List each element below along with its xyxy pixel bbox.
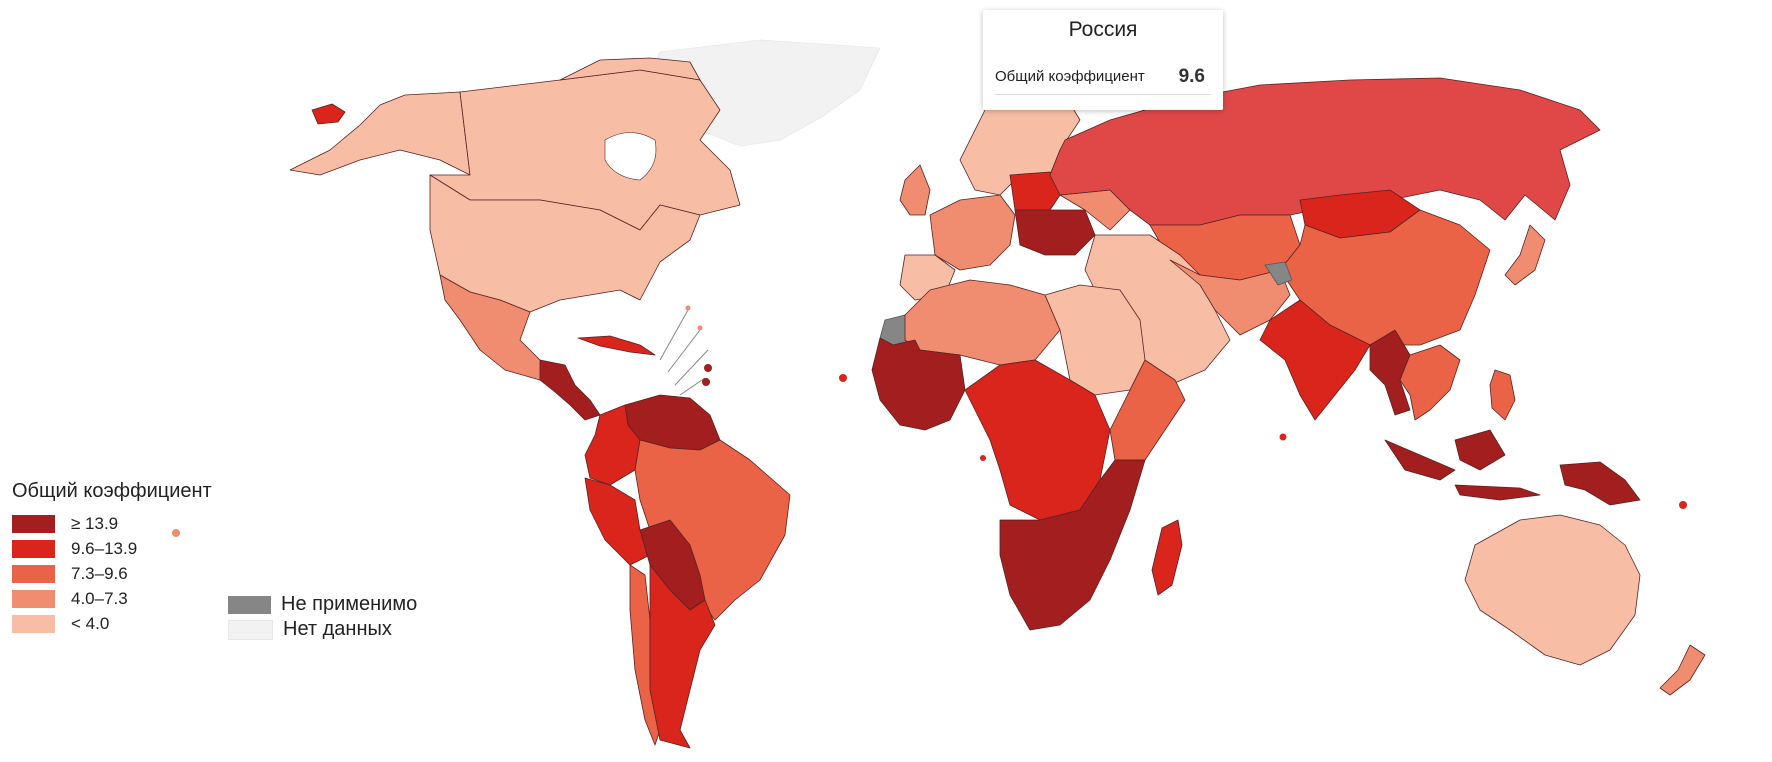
legend-swatch [228, 595, 271, 614]
legend-label: Нет данных [283, 618, 392, 640]
island-marker[interactable] [697, 325, 703, 331]
region-central-america[interactable] [539, 359, 601, 421]
caribbean-callouts [659, 305, 712, 396]
legend-item[interactable]: 4.0–7.3 [12, 586, 212, 611]
legend-swatch [12, 589, 55, 608]
region-western-europe[interactable] [929, 194, 1016, 271]
legend-swatch [12, 614, 55, 633]
legend-label: 7.3–9.6 [71, 563, 128, 583]
small-islands [172, 374, 1687, 537]
island-marker[interactable] [1279, 433, 1287, 441]
tooltip-divider [995, 94, 1211, 95]
island-marker[interactable] [704, 364, 712, 372]
legend-item[interactable]: ≥ 13.9 [12, 511, 212, 536]
region-west-africa[interactable] [871, 337, 966, 431]
region-alaska[interactable] [289, 91, 471, 176]
region-indochina[interactable] [1399, 344, 1461, 421]
color-legend: Общий коэффициент ≥ 13.9 9.6–13.9 7.3–9.… [12, 480, 212, 636]
region-australia[interactable] [1464, 514, 1641, 666]
legend-title: Общий коэффициент [12, 480, 212, 502]
island-marker[interactable] [685, 305, 691, 311]
tooltip-country-name: Россия [1068, 18, 1138, 41]
legend-swatch [12, 539, 55, 558]
region-japan[interactable] [1504, 224, 1546, 286]
region-cuba[interactable] [577, 335, 656, 356]
legend-item[interactable]: Не применимо [228, 592, 417, 617]
island-marker[interactable] [172, 529, 180, 537]
region-indonesia[interactable] [1384, 429, 1541, 501]
region-southern-africa[interactable] [999, 459, 1146, 631]
legend-item[interactable]: < 4.0 [12, 611, 212, 636]
region-iran-afghanistan[interactable] [1169, 259, 1291, 336]
region-poland[interactable] [1009, 171, 1061, 211]
region-canada-islands[interactable] [559, 57, 701, 81]
legend-label: < 4.0 [71, 613, 110, 633]
region-colombia-ecuador[interactable] [584, 404, 641, 486]
country-tooltip: Россия Общий коэффициент 9.6 [983, 10, 1223, 110]
region-iceland[interactable] [311, 103, 346, 125]
island-marker[interactable] [702, 378, 710, 386]
legend-label: Не применимо [281, 593, 418, 615]
region-east-africa[interactable] [1109, 359, 1186, 461]
region-argentina[interactable] [649, 564, 716, 749]
status-legend: Не применимо Нет данных [228, 592, 417, 642]
region-myanmar[interactable] [1369, 329, 1411, 416]
island-marker[interactable] [980, 455, 986, 461]
region-india[interactable] [1259, 299, 1371, 421]
region-eastern-europe[interactable] [1014, 209, 1096, 256]
legend-item[interactable]: Нет данных [228, 617, 417, 642]
region-russia[interactable] [1049, 77, 1601, 226]
region-new-zealand[interactable] [1659, 644, 1706, 696]
legend-swatch [12, 564, 55, 583]
tooltip-value: 9.6 [1178, 66, 1205, 87]
region-madagascar[interactable] [1151, 519, 1183, 596]
legend-label: 4.0–7.3 [71, 588, 128, 608]
legend-item[interactable]: 7.3–9.6 [12, 561, 212, 586]
region-kashmir[interactable] [1264, 261, 1293, 286]
legend-swatch [12, 514, 55, 533]
region-philippines[interactable] [1489, 369, 1516, 421]
region-uk[interactable] [899, 164, 931, 216]
legend-item[interactable]: 9.6–13.9 [12, 536, 212, 561]
legend-swatch [228, 619, 273, 640]
tooltip-metric-label: Общий коэффициент [995, 68, 1145, 85]
legend-label: ≥ 13.9 [71, 513, 119, 533]
legend-label: 9.6–13.9 [71, 538, 138, 558]
island-marker[interactable] [1679, 501, 1687, 509]
region-papua[interactable] [1559, 461, 1641, 506]
island-marker[interactable] [839, 374, 847, 382]
